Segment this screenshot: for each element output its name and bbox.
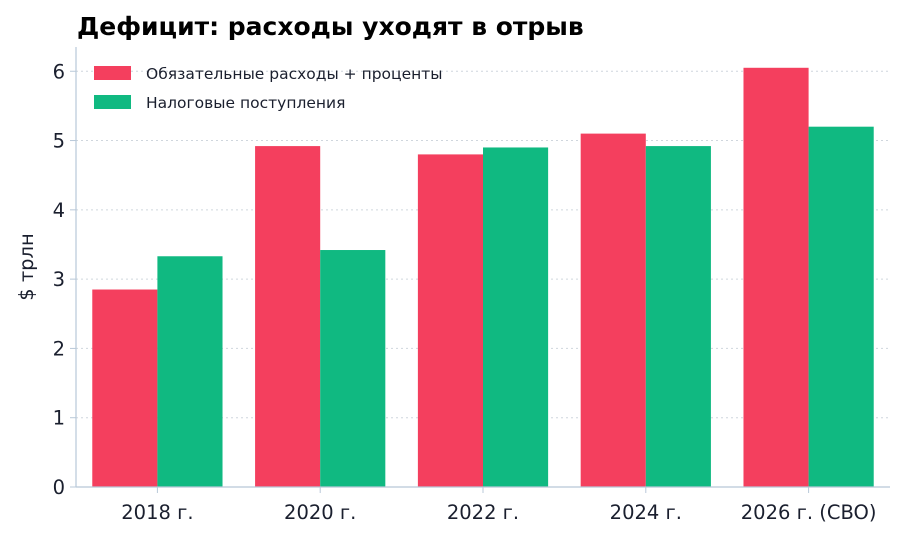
bar-spending xyxy=(255,146,321,487)
chart-title: Дефицит: расходы уходят в отрыв xyxy=(77,12,584,41)
bar-revenue xyxy=(483,147,549,487)
bar-spending xyxy=(580,133,646,487)
x-tick-label: 2020 г. xyxy=(284,501,356,524)
y-tick-label: 5 xyxy=(53,130,65,153)
y-ticks: 0 1 2 3 4 5 6 xyxy=(53,60,76,499)
y-tick-label: 2 xyxy=(53,337,65,360)
bar-spending xyxy=(743,67,809,487)
x-tick-label: 2018 г. xyxy=(121,501,193,524)
y-axis-label: $ трлн xyxy=(15,233,38,301)
y-tick-label: 6 xyxy=(53,60,65,83)
bar-spending xyxy=(92,289,158,487)
x-tick-label: 2026 г. (CBO) xyxy=(741,501,877,524)
bar-spending xyxy=(417,154,483,487)
legend-swatch xyxy=(94,95,131,109)
bar-revenue xyxy=(157,256,223,487)
bar-revenue xyxy=(645,146,711,487)
y-tick-label: 3 xyxy=(53,268,65,291)
bar-revenue xyxy=(808,126,874,488)
x-tick-label: 2022 г. xyxy=(447,501,519,524)
y-tick-label: 1 xyxy=(53,407,65,430)
legend-swatch xyxy=(94,66,131,80)
bars xyxy=(92,67,874,488)
y-tick-label: 4 xyxy=(53,199,65,222)
bar-revenue xyxy=(320,250,386,487)
y-tick-label: 0 xyxy=(53,476,65,499)
legend-label: Налоговые поступления xyxy=(146,94,345,112)
legend: Обязательные расходы + проценты Налоговые… xyxy=(94,65,443,112)
x-ticks: 2018 г. 2020 г. 2022 г. 2024 г. 2026 г. (CBO… xyxy=(121,487,876,524)
legend-label: Обязательные расходы + проценты xyxy=(146,65,443,83)
x-tick-label: 2024 г. xyxy=(610,501,682,524)
